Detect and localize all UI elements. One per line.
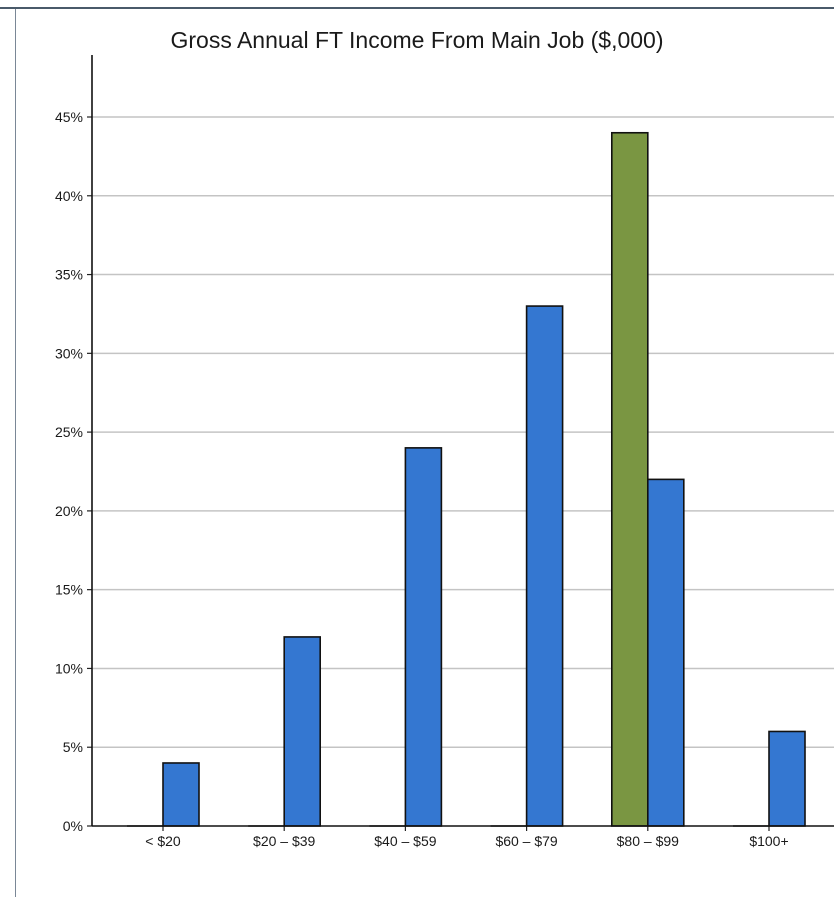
y-tick-label: 20% (55, 503, 83, 519)
y-tick-label: 45% (55, 109, 83, 125)
window-left-border (15, 9, 16, 897)
bar (646, 478, 685, 827)
y-tick-label: 30% (55, 345, 83, 361)
y-tick-label: 25% (55, 424, 83, 440)
x-tick-label: $80 – $99 (617, 833, 679, 849)
y-tick-label: 15% (55, 582, 83, 598)
chart-title: Gross Annual FT Income From Main Job ($,… (170, 27, 664, 53)
bar (610, 131, 649, 827)
y-tick-label: 35% (55, 267, 83, 283)
x-tick-label: $20 – $39 (253, 833, 315, 849)
x-tick-label: $40 – $59 (374, 833, 436, 849)
bar (525, 305, 564, 827)
x-tick-label: $60 – $79 (495, 833, 557, 849)
bar (404, 447, 443, 827)
y-tick-label: 10% (55, 660, 83, 676)
x-tick-label: $100+ (749, 833, 788, 849)
y-tick-label: 0% (63, 818, 83, 834)
bar (162, 762, 200, 827)
bar (283, 636, 322, 827)
x-tick-label: < $20 (145, 833, 181, 849)
bar (768, 730, 806, 827)
y-tick-label: 5% (63, 739, 83, 755)
y-tick-label: 40% (55, 188, 83, 204)
window-top-border (0, 0, 834, 9)
